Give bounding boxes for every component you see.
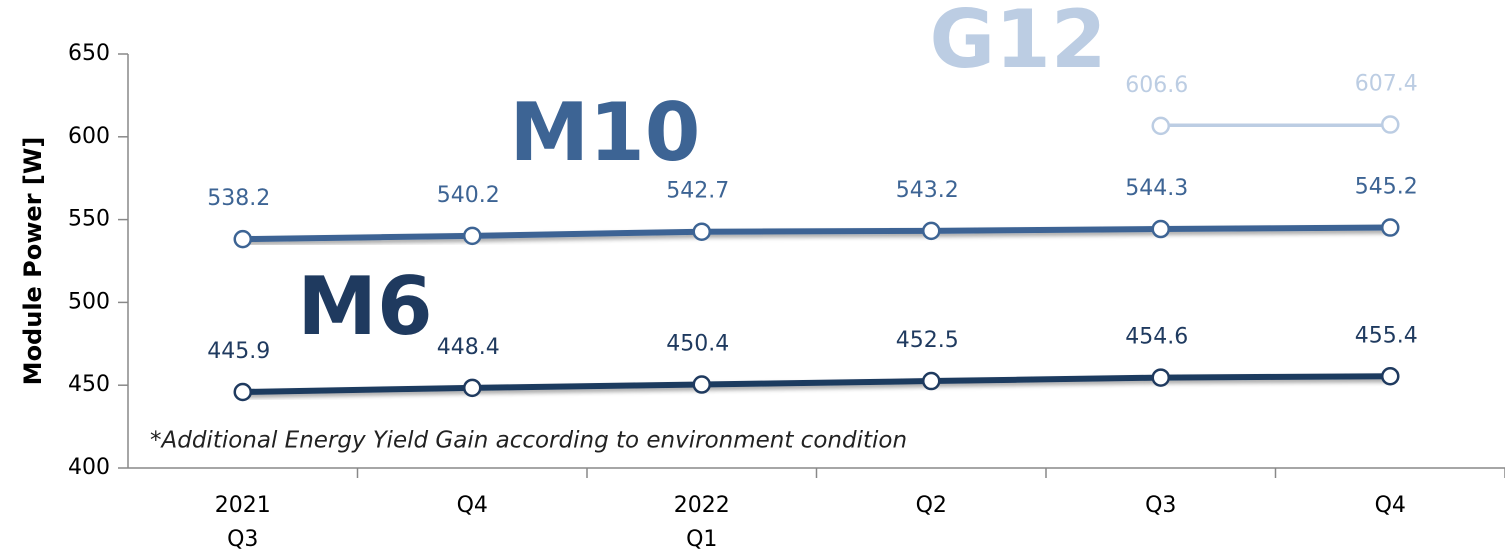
point: [1381, 218, 1400, 237]
value-label: 540.2: [437, 183, 500, 208]
series-name: M6: [297, 260, 432, 353]
value-label: 454.6: [1125, 325, 1188, 350]
value-label: 452.5: [896, 328, 959, 353]
y-axis-label: Module Power [W]: [19, 137, 47, 386]
value-label: 448.4: [437, 335, 500, 360]
annotation: *Additional Energy Yield Gain according …: [150, 428, 907, 454]
point: [1381, 367, 1400, 386]
value-label: 450.4: [666, 332, 729, 357]
x-tick-label: Q3: [1145, 493, 1176, 518]
point: [463, 378, 482, 398]
y-tick-label: 400: [68, 455, 110, 480]
series-line: [242, 373, 1391, 395]
value-label: 445.9: [207, 339, 270, 364]
series-line: [242, 224, 1391, 243]
point: [233, 229, 252, 249]
point: [463, 226, 482, 246]
value-label: 607.4: [1355, 72, 1418, 97]
value-label: 545.2: [1355, 175, 1418, 200]
point: [692, 222, 711, 241]
point: [233, 382, 252, 402]
point: [1151, 219, 1170, 239]
value-label: 538.2: [207, 186, 270, 211]
point: [1151, 368, 1170, 387]
y-tick-label: 550: [68, 207, 110, 232]
point: [692, 375, 711, 394]
value-label: 543.2: [896, 178, 959, 203]
series-name: M10: [510, 86, 701, 179]
value-label: 542.7: [666, 179, 729, 204]
series-name: G12: [930, 0, 1107, 86]
point: [1381, 115, 1400, 134]
point: [922, 221, 941, 241]
value-label: 544.3: [1125, 176, 1188, 201]
x-tick-label: Q2: [916, 493, 947, 518]
x-tick-label: 2022 Q1: [674, 493, 730, 552]
y-tick-label: 650: [68, 41, 110, 66]
x-tick-label: Q4: [457, 493, 488, 518]
x-tick-label: Q4: [1375, 493, 1406, 518]
point: [1151, 116, 1170, 136]
y-tick-label: 600: [68, 124, 110, 149]
point: [922, 371, 941, 391]
x-tick-label: 2021 Q3: [215, 493, 271, 552]
y-tick-label: 450: [68, 372, 110, 397]
value-label: 606.6: [1125, 73, 1188, 98]
series-line: [1160, 121, 1391, 129]
y-tick-label: 500: [68, 289, 110, 314]
value-label: 455.4: [1355, 323, 1418, 348]
